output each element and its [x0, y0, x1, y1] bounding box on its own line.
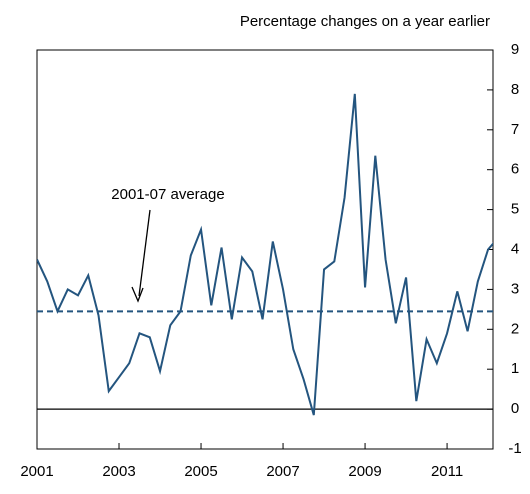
x-tick-label: 2005: [184, 463, 217, 480]
y-tick-label: 3: [511, 280, 519, 297]
x-tick-label: 2007: [266, 463, 299, 480]
x-tick-label: 2001: [20, 463, 53, 480]
y-tick-label: 5: [511, 201, 519, 218]
arrow-head: [131, 286, 144, 303]
x-tick-label: 2011: [431, 463, 463, 480]
data-line: [37, 93, 493, 416]
y-tick-label: 0: [511, 400, 519, 417]
y-tick-label: 9: [511, 41, 519, 58]
y-tick-label: -1: [508, 440, 521, 457]
plot-frame: [36, 49, 494, 450]
y-tick-label: 8: [511, 81, 519, 98]
y-tick-label: 1: [511, 360, 519, 377]
x-tick-label: 2009: [348, 463, 381, 480]
annotation-arrow: [138, 209, 151, 297]
y-tick-label: 2: [511, 320, 519, 337]
y-tick-label: 7: [511, 121, 519, 138]
chart-title: Percentage changes on a year earlier: [240, 13, 490, 30]
annotation: 2001-07 average: [111, 186, 224, 203]
x-tick-label: 2003: [102, 463, 135, 480]
y-tick-label: 6: [511, 161, 519, 178]
y-tick-label: 4: [511, 240, 519, 257]
